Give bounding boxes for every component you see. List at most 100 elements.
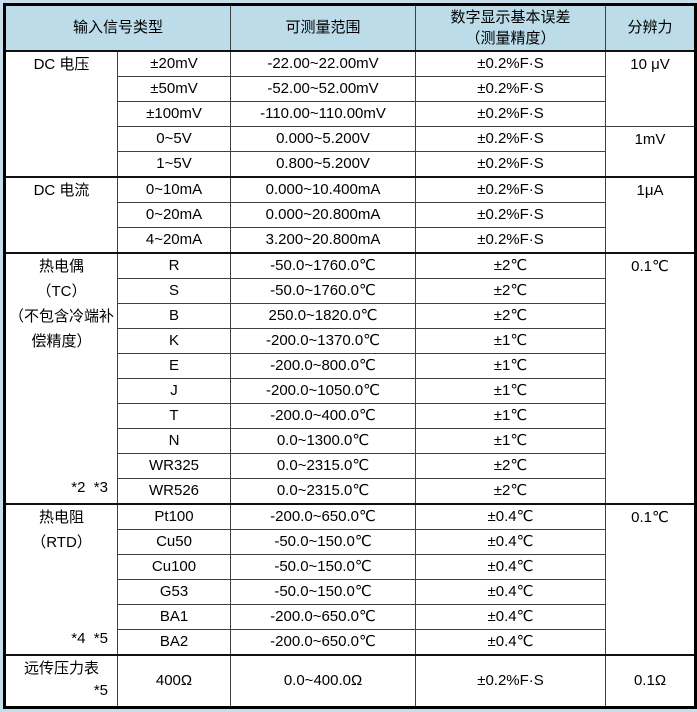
- range-cell: -110.00~110.00mV: [230, 100, 417, 127]
- range-cell: 0.800~5.200V: [230, 150, 417, 177]
- resolution-cell: 0.1℃: [605, 502, 697, 655]
- table-row: 远传压力表 *5 400Ω 0.0~400.0Ω ±0.2%F·S 0.1Ω: [4, 653, 697, 708]
- signal-subtype-cell: 4~20mA: [116, 226, 232, 253]
- range-cell: -50.0~1760.0℃: [230, 251, 417, 279]
- table-row: WR526 0.0~2315.0℃ ±2℃: [5, 477, 696, 504]
- error-cell: ±0.4℃: [415, 603, 607, 630]
- signal-subtype-cell: ±100mV: [116, 100, 232, 127]
- error-cell: ±0.4℃: [415, 578, 607, 605]
- error-cell: ±0.4℃: [415, 502, 607, 530]
- error-cell: ±0.4℃: [415, 528, 607, 555]
- footnote-tc: *2 *3: [71, 478, 108, 496]
- table-row: ±50mV -52.00~52.00mV ±0.2%F·S: [5, 75, 696, 102]
- range-cell: 3.200~20.800mA: [230, 226, 417, 253]
- category-label: DC 电流: [33, 181, 90, 199]
- range-cell: -200.0~650.0℃: [230, 603, 417, 630]
- error-cell: ±0.2%F·S: [415, 150, 607, 177]
- table-row: DC 电压 ±20mV -22.00~22.00mV ±0.2%F·S 10 μ…: [4, 49, 697, 177]
- resolution-cell: 10 μV: [605, 49, 697, 127]
- signal-subtype-cell: WR325: [116, 452, 232, 479]
- table-row: 0~20mA 0.000~20.800mA ±0.2%F·S: [5, 201, 696, 228]
- header-error-line1: 数字显示基本误差: [450, 8, 571, 26]
- signal-subtype-cell: B: [116, 302, 232, 329]
- signal-subtype-cell: Pt100: [116, 502, 232, 530]
- signal-subtype-cell: ±50mV: [116, 75, 232, 102]
- resolution-cell: 0.1℃: [605, 251, 697, 504]
- table-row: BA1 -200.0~650.0℃ ±0.4℃: [5, 603, 696, 630]
- range-cell: -200.0~1050.0℃: [230, 377, 417, 404]
- table-row: G53 -50.0~150.0℃ ±0.4℃: [5, 578, 696, 605]
- range-cell: -22.00~22.00mV: [230, 49, 417, 77]
- signal-subtype-cell: E: [116, 352, 232, 379]
- signal-subtype-cell: BA2: [116, 628, 232, 655]
- range-cell: -200.0~800.0℃: [230, 352, 417, 379]
- error-cell: ±0.2%F·S: [415, 100, 607, 127]
- range-cell: 0.0~2315.0℃: [230, 452, 417, 479]
- category-label: 热电阻: [38, 508, 84, 526]
- range-cell: -50.0~1760.0℃: [230, 277, 417, 304]
- error-cell: ±2℃: [415, 251, 607, 279]
- error-cell: ±1℃: [415, 327, 607, 354]
- table-row: Cu100 -50.0~150.0℃ ±0.4℃: [5, 553, 696, 580]
- error-cell: ±0.2%F·S: [415, 226, 607, 253]
- signal-subtype-cell: Cu50: [116, 528, 232, 555]
- signal-subtype-cell: WR526: [116, 477, 232, 504]
- signal-subtype-cell: BA1: [116, 603, 232, 630]
- signal-subtype-cell: 0~5V: [116, 125, 232, 152]
- range-cell: 0.0~2315.0℃: [230, 477, 417, 504]
- header-error-line2: （测量精度）: [465, 29, 556, 47]
- error-cell: ±2℃: [415, 477, 607, 504]
- category-cell-rtd: 热电阻 （RTD） *4 *5: [4, 502, 118, 655]
- resolution-cell: 1mV: [605, 125, 697, 177]
- error-cell: ±0.4℃: [415, 628, 607, 655]
- signal-subtype-cell: K: [116, 327, 232, 354]
- error-cell: ±1℃: [415, 377, 607, 404]
- range-cell: -200.0~1370.0℃: [230, 327, 417, 354]
- error-cell: ±1℃: [415, 427, 607, 454]
- signal-subtype-cell: 400Ω: [116, 653, 232, 708]
- category-label: （不包含冷端补: [8, 307, 114, 325]
- error-cell: ±0.2%F·S: [415, 201, 607, 228]
- signal-subtype-cell: S: [116, 277, 232, 304]
- signal-subtype-cell: ±20mV: [116, 49, 232, 77]
- spec-table: 输入信号类型 可测量范围 数字显示基本误差 （测量精度） 分辨力 DC 电压 ±…: [3, 3, 697, 709]
- error-cell: ±2℃: [415, 302, 607, 329]
- range-cell: -50.0~150.0℃: [230, 553, 417, 580]
- signal-subtype-cell: J: [116, 377, 232, 404]
- category-label: DC 电压: [33, 55, 90, 73]
- table-row: T -200.0~400.0℃ ±1℃: [5, 402, 696, 429]
- table-row: 1~5V 0.800~5.200V ±0.2%F·S: [5, 150, 696, 177]
- category-label: 偿精度）: [31, 332, 92, 350]
- signal-subtype-cell: N: [116, 427, 232, 454]
- range-cell: 0.000~5.200V: [230, 125, 417, 152]
- range-cell: 0.0~1300.0℃: [230, 427, 417, 454]
- error-cell: ±0.2%F·S: [415, 653, 607, 708]
- table-row: K -200.0~1370.0℃ ±1℃: [5, 327, 696, 354]
- category-label: （TC）: [36, 282, 87, 300]
- header-signal-type: 输入信号类型: [3, 4, 232, 52]
- range-cell: -52.00~52.00mV: [230, 75, 417, 102]
- table-row: 热电阻 （RTD） *4 *5 Pt100 -200.0~650.0℃ ±0.4…: [4, 502, 697, 655]
- resolution-cell: 0.1Ω: [605, 653, 697, 708]
- table-row: ±100mV -110.00~110.00mV ±0.2%F·S: [5, 100, 696, 127]
- category-cell-pressure: 远传压力表 *5: [4, 653, 118, 708]
- error-cell: ±0.2%F·S: [415, 175, 607, 203]
- error-cell: ±0.2%F·S: [415, 75, 607, 102]
- category-cell-dc-voltage: DC 电压: [4, 49, 118, 177]
- signal-subtype-cell: 1~5V: [116, 150, 232, 177]
- range-cell: -200.0~650.0℃: [230, 628, 417, 655]
- signal-subtype-cell: R: [116, 251, 232, 279]
- error-cell: ±2℃: [415, 452, 607, 479]
- category-cell-tc: 热电偶 （TC） （不包含冷端补 偿精度） *2 *3: [4, 251, 118, 504]
- error-cell: ±0.2%F·S: [415, 125, 607, 152]
- table-row: DC 电流 0~10mA 0.000~10.400mA ±0.2%F·S 1μA: [4, 175, 697, 253]
- signal-subtype-cell: Cu100: [116, 553, 232, 580]
- range-cell: -200.0~400.0℃: [230, 402, 417, 429]
- resolution-cell: 1μA: [605, 175, 697, 253]
- category-label: 远传压力表: [23, 659, 99, 677]
- category-cell-dc-current: DC 电流: [4, 175, 118, 253]
- table-row: 热电偶 （TC） （不包含冷端补 偿精度） *2 *3 R -50.0~1760…: [4, 251, 697, 504]
- table-row: BA2 -200.0~650.0℃ ±0.4℃: [5, 628, 696, 655]
- signal-subtype-cell: G53: [116, 578, 232, 605]
